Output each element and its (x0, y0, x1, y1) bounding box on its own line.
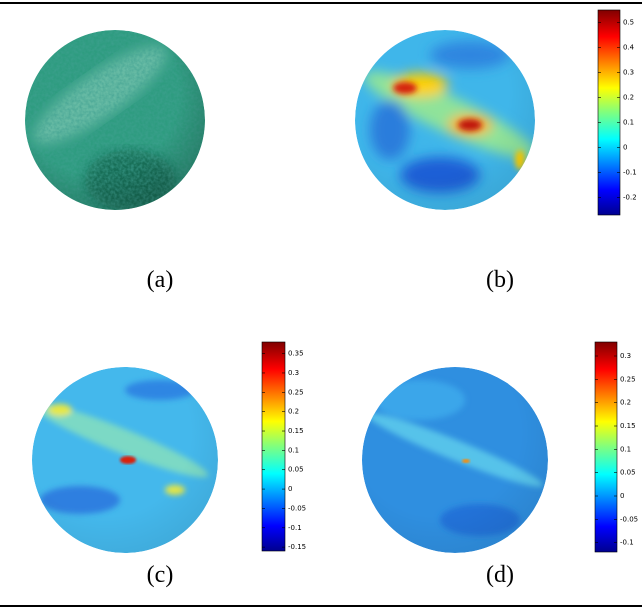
tick-label: -0.15 (288, 543, 306, 551)
tick-label: 0.1 (623, 119, 634, 127)
tick-label: 0 (623, 144, 627, 152)
colorbar (598, 10, 620, 215)
tick-label: 0.2 (620, 399, 631, 407)
caption: (c) (147, 562, 174, 588)
colorbar (595, 342, 617, 552)
tick-label: 0.3 (620, 352, 631, 360)
tick-label: 0.25 (288, 388, 304, 396)
tick-label: 0.15 (288, 427, 304, 435)
tick-label: -0.1 (623, 169, 637, 177)
tick-label: 0.35 (288, 350, 304, 358)
caption: (d) (486, 562, 514, 588)
tick-label: 0.1 (288, 446, 299, 454)
tick-label: -0.05 (620, 515, 638, 523)
tick-label: 0.1 (620, 445, 631, 453)
sphere-d (362, 367, 548, 553)
tick-label: 0 (620, 492, 624, 500)
tick-label: 0.3 (288, 369, 299, 377)
caption: (b) (486, 267, 514, 293)
tick-label: 0.25 (620, 375, 636, 383)
tick-label: 0.5 (623, 19, 634, 27)
tick-label: 0.2 (623, 94, 634, 102)
tick-label: -0.1 (620, 539, 634, 547)
sphere-b (355, 30, 544, 210)
sphere-c (27, 367, 218, 553)
tick-label: -0.2 (623, 194, 637, 202)
tick-label: 0.2 (288, 408, 299, 416)
colorbar (262, 342, 285, 551)
tick-label: 0.05 (288, 466, 304, 474)
tick-label: 0.05 (620, 469, 636, 477)
tick-label: -0.05 (288, 504, 306, 512)
tick-label: 0.3 (623, 69, 634, 77)
caption: (a) (147, 267, 174, 293)
figure: (a) (b) 0.5 0.4 0.3 0.2 0.1 0 -0.1 -0.2 (c) 0.35 0.3… (0, 0, 642, 610)
sphere-a (22, 30, 205, 210)
tick-label: 0.15 (620, 422, 636, 430)
tick-label: -0.1 (288, 524, 302, 532)
tick-label: 0 (288, 485, 292, 493)
tick-label: 0.4 (623, 44, 635, 52)
